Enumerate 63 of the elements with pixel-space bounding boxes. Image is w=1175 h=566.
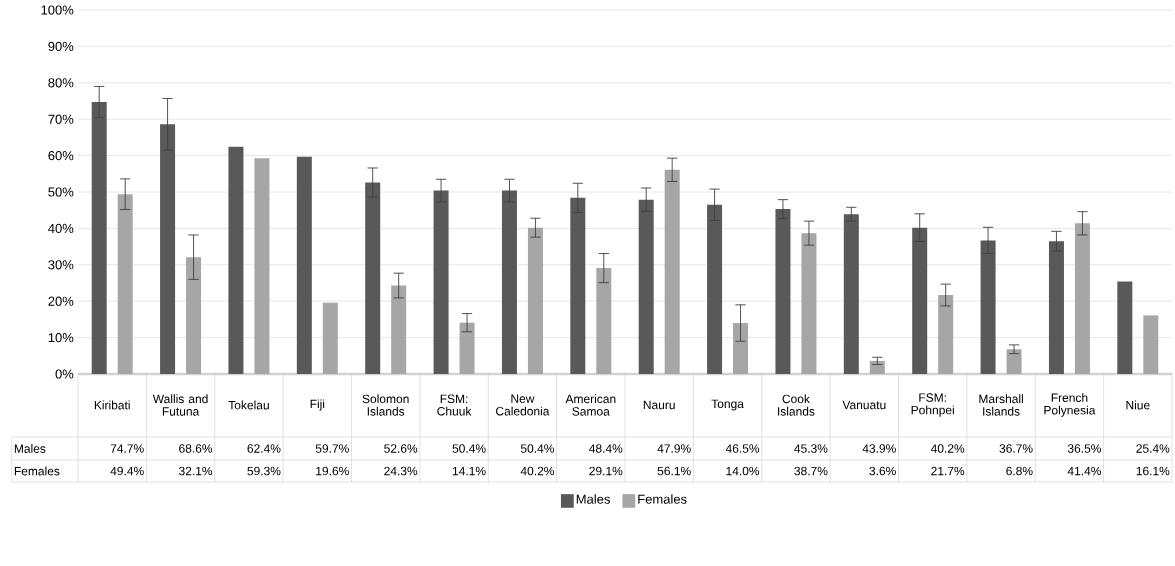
data-label: 49.4% xyxy=(110,466,144,476)
data-label: 6.8% xyxy=(1006,466,1033,476)
data-label: 21.7% xyxy=(931,466,965,476)
y-tick-label: 60% xyxy=(48,151,74,161)
y-tick-label: 70% xyxy=(48,114,74,124)
data-label: 46.5% xyxy=(725,444,760,453)
data-label: 16.1% xyxy=(1136,466,1170,476)
data-label: 68.6% xyxy=(179,444,213,453)
x-tick-label: New Caledonia xyxy=(496,394,550,416)
y-tick-label: 80% xyxy=(48,78,74,88)
text: Females xyxy=(14,466,60,476)
x-tick-label: Niue xyxy=(1126,400,1150,410)
x-tick-label: Solomon Islands xyxy=(362,394,409,416)
x-tick-label: Nauru xyxy=(643,400,675,410)
legend-label: Males xyxy=(576,494,610,504)
x-tick-label: Tokelau xyxy=(228,400,269,410)
text: Males xyxy=(14,444,46,453)
y-tick-label: 10% xyxy=(48,333,74,343)
x-tick-label: French Polynesia xyxy=(1044,393,1096,417)
y-tick-label: 100% xyxy=(41,5,74,15)
data-label: 52.6% xyxy=(384,444,418,453)
x-tick-label: FSM: Chuuk xyxy=(437,394,472,416)
x-tick-label: American Samoa xyxy=(565,394,616,416)
data-label: 40.2% xyxy=(930,444,965,453)
data-label: 29.1% xyxy=(589,466,623,476)
data-label: 47.9% xyxy=(657,444,691,453)
x-tick-label: Vanuatu xyxy=(842,400,886,410)
x-tick-label: Wallis and Futuna xyxy=(152,394,208,416)
y-tick-label: 0% xyxy=(55,369,74,379)
data-label: 45.3% xyxy=(794,444,828,453)
legend-label: Females xyxy=(638,494,687,504)
data-label: 41.4% xyxy=(1067,466,1101,476)
data-label: 50.4% xyxy=(520,444,554,453)
data-label: 48.4% xyxy=(589,444,623,453)
x-tick-label: Kiribati xyxy=(94,400,130,410)
data-label: 14.1% xyxy=(452,466,486,476)
data-label: 24.3% xyxy=(384,466,418,476)
data-label: 36.5% xyxy=(1067,444,1101,453)
y-tick-label: 30% xyxy=(48,260,74,270)
data-label: 25.4% xyxy=(1136,444,1170,453)
x-tick-label: Marshall Islands xyxy=(979,394,1023,416)
x-tick-label: FSM: Pohnpei xyxy=(911,393,954,417)
x-tick-label: Tonga xyxy=(711,399,744,411)
data-label: 36.7% xyxy=(999,444,1033,453)
data-label: 19.6% xyxy=(316,466,349,476)
data-label: 43.9% xyxy=(862,444,896,453)
data-label: 50.4% xyxy=(452,444,486,453)
data-label: 62.4% xyxy=(247,444,281,453)
y-tick-label: 20% xyxy=(48,296,74,306)
data-label: 40.2% xyxy=(520,466,554,476)
data-label: 59.3% xyxy=(247,466,281,476)
data-label: 74.7% xyxy=(110,444,144,453)
data-label: 3.6% xyxy=(869,466,896,476)
data-label: 32.1% xyxy=(178,466,213,476)
x-tick-label: Fiji xyxy=(310,399,325,411)
data-label: 14.0% xyxy=(726,466,760,476)
x-tick-label: Cook Islands xyxy=(778,394,815,416)
data-label: 38.7% xyxy=(794,466,828,476)
y-tick-label: 90% xyxy=(48,41,74,51)
data-label: 56.1% xyxy=(657,466,691,476)
data-label: 59.7% xyxy=(315,444,349,453)
y-tick-label: 40% xyxy=(48,223,74,233)
y-tick-label: 50% xyxy=(48,187,74,197)
